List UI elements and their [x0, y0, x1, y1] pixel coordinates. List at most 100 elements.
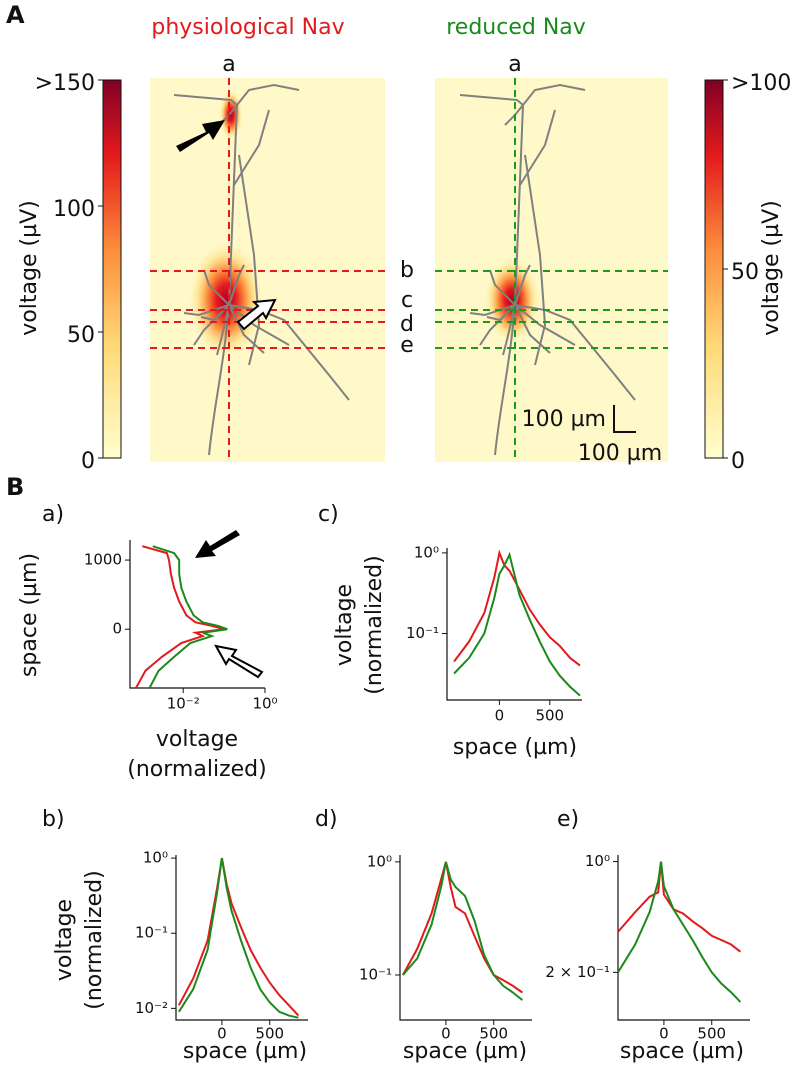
x-tick-label: 500: [535, 707, 564, 725]
x-tick-label: 500: [479, 1025, 508, 1043]
colorbar-tick-label: 50: [731, 260, 759, 285]
y-tick-label: 2 × 10⁻¹: [545, 963, 610, 981]
series-line: [402, 861, 524, 1001]
cut-label: b: [400, 258, 414, 283]
x-axis-label: space (µm): [183, 1039, 307, 1064]
x-tick-label: 0: [495, 707, 505, 725]
neurite: [228, 304, 290, 346]
colorbar-tick-label: 0: [731, 449, 745, 474]
neuron: [459, 83, 636, 456]
colorbar-tick-label: >100: [731, 71, 791, 96]
neurite: [228, 104, 238, 306]
x-tick-label: 10⁻²: [167, 695, 200, 713]
series-line: [617, 861, 742, 953]
panel-title: reduced Nav: [446, 15, 586, 40]
y-axis-label: voltage: [332, 584, 357, 666]
axis: [175, 855, 308, 1021]
y-tick-label: 10⁰: [143, 849, 168, 867]
neurite: [228, 304, 350, 401]
x-axis-label: space (µm): [620, 1039, 744, 1064]
neurite: [173, 94, 238, 106]
x-axis-label: (normalized): [127, 757, 266, 782]
y-tick-label: 0: [112, 620, 122, 638]
neurite: [203, 269, 230, 306]
colorbar-tick-label: 100: [53, 197, 95, 222]
cut-label: a: [508, 52, 521, 77]
cut-label: a: [222, 52, 235, 77]
y-axis-label: (normalized): [362, 555, 387, 694]
neurite: [514, 304, 576, 346]
x-tick-label: 0: [217, 1025, 227, 1043]
y-tick-label: 10⁰: [367, 852, 392, 870]
neurite: [208, 304, 230, 456]
panel-title: d): [315, 807, 338, 832]
panel-title: physiological Nav: [151, 15, 344, 40]
arrow: [236, 298, 277, 331]
y-tick-label: 10⁻¹: [359, 965, 392, 983]
panel-label: A: [6, 1, 25, 29]
x-axis-label: space (µm): [453, 735, 577, 760]
cut-label: d: [400, 312, 414, 337]
panel-title: b): [42, 807, 65, 832]
y-tick-label: 10⁻¹: [135, 924, 168, 942]
scale-bar-label: 100 µm: [522, 407, 606, 432]
colorbar-tick-label: 0: [81, 449, 95, 474]
colorbar-tick-label: >150: [35, 71, 95, 96]
series-line: [453, 549, 581, 667]
x-tick-label: 0: [441, 1025, 451, 1043]
neurite: [514, 304, 636, 401]
y-tick-label: 10⁰: [414, 543, 439, 561]
colorbar-tick-label: 50: [67, 323, 95, 348]
neurite: [469, 304, 516, 317]
neurite: [494, 304, 516, 456]
arrow: [214, 644, 264, 679]
series-line: [148, 545, 228, 689]
neurite: [183, 304, 230, 317]
panel-title: c): [318, 502, 339, 527]
x-axis-label: voltage: [156, 727, 238, 752]
axis: [446, 548, 582, 701]
series-line: [178, 857, 299, 1019]
neurite: [489, 269, 516, 306]
y-tick-label: 10⁻²: [135, 999, 168, 1017]
neurite: [522, 83, 586, 106]
neurite: [228, 304, 265, 354]
colorbar: [102, 79, 122, 459]
series-line: [135, 545, 225, 689]
neurite: [514, 104, 524, 306]
neurite: [459, 94, 524, 106]
x-axis-label: space (µm): [403, 1039, 527, 1064]
y-tick-label: 1000: [84, 551, 122, 569]
heatmap-background: [150, 78, 385, 462]
scale-bar-label: 100 µm: [578, 441, 662, 466]
y-tick-label: 10⁻¹: [406, 624, 439, 642]
axis: [399, 855, 532, 1021]
axis: [129, 540, 265, 689]
heat-spot: [188, 240, 264, 360]
x-tick-label: 500: [255, 1025, 284, 1043]
series-line: [402, 861, 523, 994]
scale-bar: [613, 405, 636, 433]
cut-label: e: [400, 333, 414, 358]
arrow: [195, 530, 240, 558]
y-tick-label: 10⁰: [585, 852, 610, 870]
neurite: [236, 83, 300, 106]
panel-title: a): [42, 502, 64, 527]
colorbar-label: voltage (µV): [759, 200, 784, 335]
neurite: [216, 304, 230, 356]
series-line: [453, 551, 581, 697]
cut-label: c: [401, 288, 413, 313]
x-tick-label: 0: [659, 1025, 669, 1043]
arrow: [176, 120, 225, 152]
x-tick-label: 10⁰: [252, 695, 277, 713]
colorbar-label: voltage (µV): [17, 200, 42, 335]
panel-title: e): [557, 807, 579, 832]
axis: [617, 855, 750, 1021]
panel-label: B: [6, 473, 24, 501]
neurite: [502, 304, 516, 356]
neurite: [228, 264, 245, 306]
heat-spot: [219, 89, 243, 141]
y-axis-label: space (µm): [17, 553, 42, 677]
neurite: [514, 264, 531, 306]
